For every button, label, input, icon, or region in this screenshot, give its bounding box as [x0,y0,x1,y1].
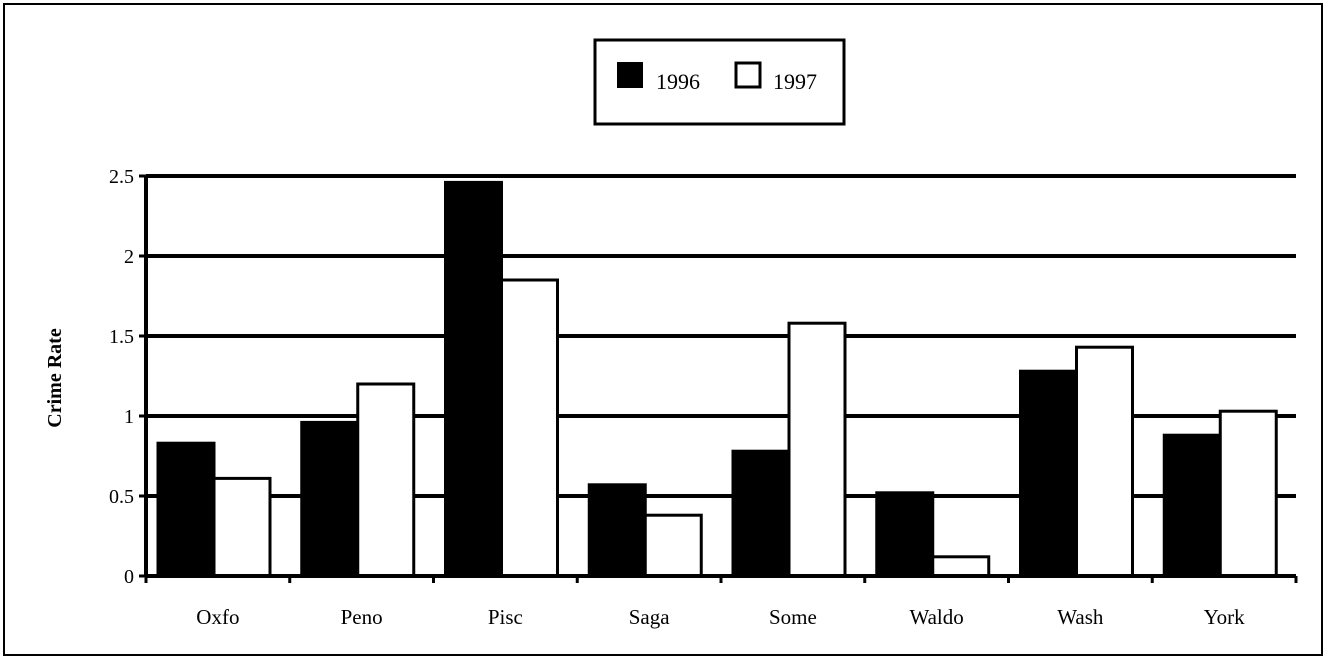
x-tick-label: Some [769,605,817,629]
x-tick-label: Saga [629,605,671,629]
y-tick-labels: 0 0.5 1 1.5 2 2.5 [109,166,134,588]
bar-1996-peno [300,420,360,578]
x-tick-label: Waldo [909,605,963,629]
bar-1996-waldo [875,491,935,578]
bar-1996-saga [587,483,647,578]
bar-1997-saga [643,513,703,578]
y-tick-label: 0 [124,566,134,588]
axes [139,174,1298,583]
bar-1996-pisc [444,180,503,578]
bar-1997-oxfo [212,476,272,578]
bar-1997-york [1218,409,1278,578]
x-tick-labels: Oxfo Peno Pisc Saga Some Waldo Wash York [196,605,1245,629]
bar-1997-pisc [500,278,559,578]
y-tick-label: 2 [124,246,134,268]
bar-1996-york [1162,433,1222,578]
bar-1997-waldo [931,555,991,578]
y-axis-label: Crime Rate [44,328,66,428]
x-tick-label: Pisc [488,605,523,629]
bar-1996-oxfo [156,441,216,578]
y-tick-label: 1 [124,406,134,428]
legend-label-1996: 1996 [656,69,700,94]
bar-1996-some [731,449,791,578]
legend-label-1997: 1997 [773,69,817,94]
bar-1996-wash [1019,369,1078,578]
bar-1997-some [787,321,847,578]
x-tick-label: Peno [341,605,383,629]
legend-swatch-1997 [734,61,762,89]
bars [156,180,1278,578]
y-tick-label: 1.5 [109,326,134,348]
y-tick-label: 2.5 [109,166,134,188]
x-tick-label: York [1204,605,1246,629]
x-tick-label: Wash [1057,605,1104,629]
legend: 1996 1997 [593,38,846,126]
y-tick-label: 0.5 [109,486,134,508]
legend-swatch-1996 [617,62,643,88]
bar-1997-wash [1075,345,1134,578]
x-tick-label: Oxfo [196,605,239,629]
bar-1997-peno [356,382,416,578]
